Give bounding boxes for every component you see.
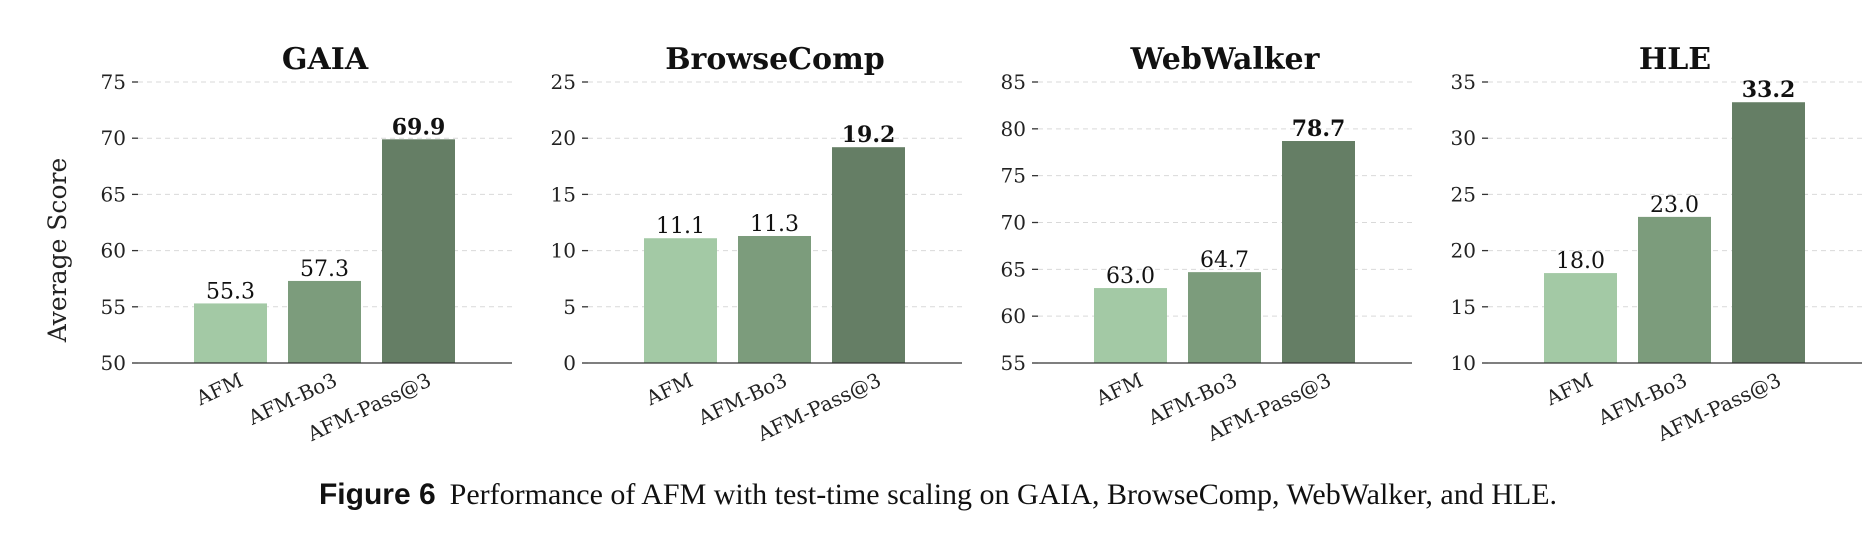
category-label: AFM (1541, 368, 1596, 411)
y-tick-label: 70 (101, 126, 126, 150)
y-tick-label: 25 (1451, 182, 1476, 206)
y-tick-label: 10 (551, 239, 576, 263)
figure-number: Figure 6 (318, 478, 436, 511)
panel-title: WebWalker (1130, 42, 1321, 77)
bar-afm (1094, 288, 1167, 363)
value-label: 19.2 (842, 122, 896, 148)
y-tick-label: 10 (1451, 351, 1476, 375)
y-tick-label: 60 (1001, 304, 1026, 328)
panel-browsecomp: BrowseComp051015202511.1AFM11.3AFM-Bo319… (551, 42, 962, 446)
y-tick-label: 55 (101, 295, 126, 319)
bar-afm-pass-3 (832, 147, 905, 363)
panel-title: BrowseComp (665, 42, 885, 77)
y-tick-label: 30 (1451, 126, 1476, 150)
y-tick-label: 20 (551, 126, 576, 150)
y-tick-label: 65 (101, 182, 126, 206)
category-label: AFM (191, 368, 246, 411)
y-axis-label: Average Score (43, 158, 72, 344)
value-label: 18.0 (1556, 249, 1605, 274)
panel-webwalker: WebWalker5560657075808563.0AFM64.7AFM-Bo… (1001, 42, 1412, 446)
y-tick-label: 60 (101, 239, 126, 263)
value-label: 33.2 (1742, 77, 1796, 103)
panel-hle: HLE10152025303518.0AFM23.0AFM-Bo333.2AFM… (1451, 42, 1862, 446)
y-tick-label: 20 (1451, 239, 1476, 263)
y-tick-label: 25 (551, 70, 576, 94)
y-tick-label: 75 (1001, 164, 1026, 188)
y-tick-label: 15 (1451, 295, 1476, 319)
caption-text: Performance of AFM with test-time scalin… (449, 478, 1558, 511)
figure-caption: Figure 6 Performance of AFM with test-tim… (0, 478, 1876, 512)
panel-gaia: GAIA50556065707555.3AFM57.3AFM-Bo369.9AF… (101, 42, 512, 446)
bar-afm-bo3 (288, 280, 361, 363)
value-label: 57.3 (300, 257, 349, 282)
value-label: 11.3 (750, 212, 799, 237)
bar-afm-pass-3 (382, 139, 455, 363)
y-tick-label: 65 (1001, 257, 1026, 281)
panel-title: HLE (1639, 42, 1711, 77)
y-tick-label: 0 (563, 351, 576, 375)
value-label: 63.0 (1106, 264, 1155, 289)
y-tick-label: 15 (551, 182, 576, 206)
y-tick-label: 85 (1001, 70, 1026, 94)
y-tick-label: 75 (101, 70, 126, 94)
bar-afm (644, 238, 717, 363)
value-label: 78.7 (1292, 116, 1346, 142)
value-label: 69.9 (392, 114, 446, 140)
bar-afm-bo3 (1638, 216, 1711, 363)
bar-afm-pass-3 (1282, 141, 1355, 363)
bar-afm-bo3 (738, 235, 811, 363)
y-tick-label: 70 (1001, 211, 1026, 235)
category-label: AFM (1091, 368, 1146, 411)
y-tick-label: 50 (101, 351, 126, 375)
y-tick-label: 5 (563, 295, 576, 319)
value-label: 23.0 (1650, 193, 1699, 218)
bar-afm (1544, 273, 1617, 363)
y-tick-label: 35 (1451, 70, 1476, 94)
y-tick-label: 80 (1001, 117, 1026, 141)
bar-afm-pass-3 (1732, 102, 1805, 364)
value-label: 64.7 (1200, 248, 1249, 273)
value-label: 55.3 (206, 279, 255, 304)
category-label: AFM (641, 368, 696, 411)
bar-afm (194, 303, 267, 363)
bar-afm-bo3 (1188, 272, 1261, 363)
value-label: 11.1 (656, 214, 705, 239)
panel-title: GAIA (282, 42, 369, 77)
y-tick-label: 55 (1001, 351, 1026, 375)
